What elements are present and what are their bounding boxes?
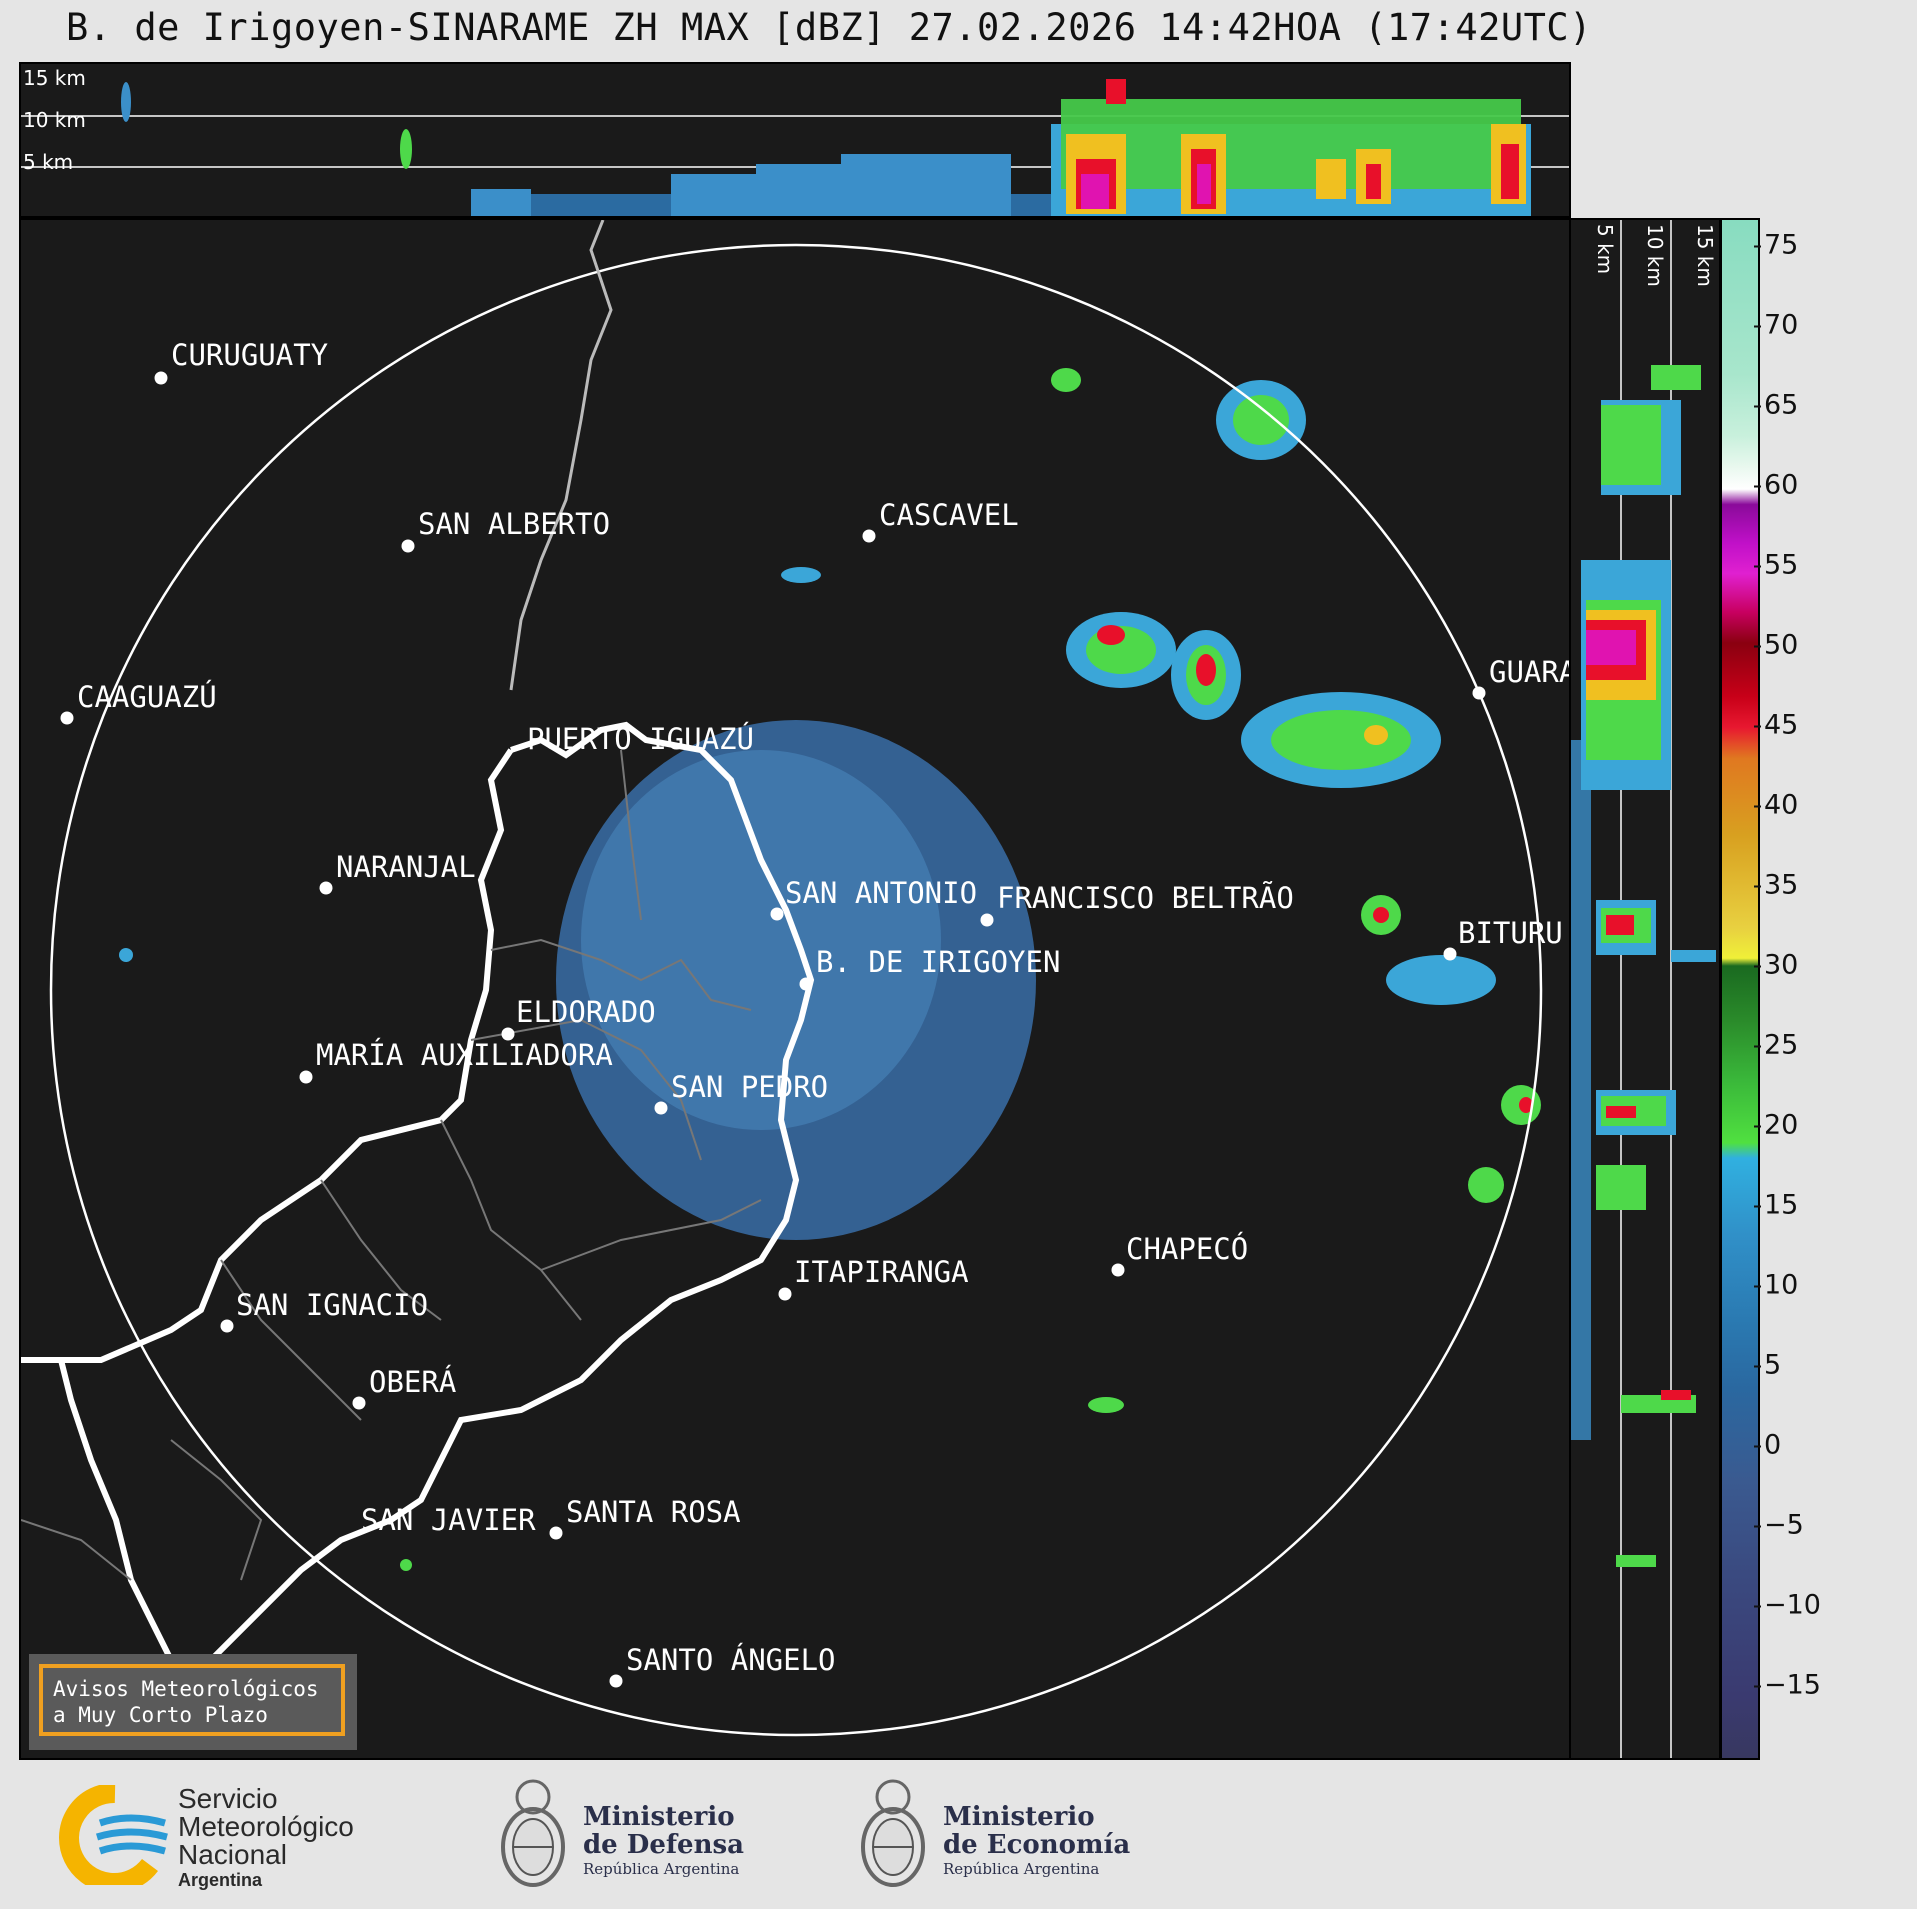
tick-minus15: −15: [1754, 1669, 1821, 1701]
city-label-naranjal: NARANJAL: [336, 850, 476, 884]
radar-title: B. de Irigoyen-SINARAME ZH MAX [dBZ] 27.…: [66, 6, 1592, 49]
tick-35: 35: [1753, 869, 1799, 901]
city-marker-santa-rosa[interactable]: [549, 1526, 563, 1540]
city-label-obera: OBERÁ: [369, 1365, 457, 1399]
city-label-maria-auxiliadora: MARÍA AUXILIADORA: [316, 1038, 613, 1072]
tick-0: 0: [1753, 1429, 1782, 1461]
city-marker-itapiranga[interactable]: [778, 1287, 792, 1301]
city-marker-chapeco[interactable]: [1111, 1263, 1125, 1277]
tick-40: 40: [1753, 789, 1799, 821]
city-marker-curuguaty[interactable]: [154, 371, 168, 385]
defensa-line1: Ministerio: [583, 1802, 735, 1832]
tick-30: 30: [1753, 949, 1799, 981]
city-marker-caaguazu[interactable]: [60, 711, 74, 725]
tick-60: 60: [1753, 469, 1799, 501]
defensa-logo: Ministerio de Defensa República Argentin…: [495, 1775, 755, 1900]
defensa-line2: de Defensa: [583, 1830, 744, 1860]
city-marker-francisco-beltrao[interactable]: [980, 913, 994, 927]
economia-line1: Ministerio: [943, 1802, 1095, 1832]
height-label-5km: 5 km: [23, 150, 74, 174]
city-marker-eldorado[interactable]: [501, 1027, 515, 1041]
range-ring: [49, 243, 1543, 1737]
city-label-san-javier: SAN JAVIER: [361, 1503, 536, 1537]
avisos-line2: a Muy Corto Plazo: [53, 1703, 268, 1727]
smn-logo: Servicio Meteorológico Nacional Argentin…: [55, 1785, 395, 1895]
side-label-10km: 10 km: [1643, 224, 1667, 287]
economia-logo: Ministerio de Economía República Argenti…: [855, 1775, 1135, 1900]
tick-minus10: −10: [1754, 1589, 1821, 1621]
city-label-chapeco: CHAPECÓ: [1126, 1232, 1249, 1266]
city-marker-san-alberto[interactable]: [401, 539, 415, 553]
avisos-box: Avisos Meteorológicos a Muy Corto Plazo: [39, 1664, 345, 1736]
defensa-line3: República Argentina: [583, 1860, 740, 1878]
tick-15: 15: [1753, 1189, 1799, 1221]
city-marker-naranjal[interactable]: [319, 881, 333, 895]
storm-cells-northeast: [119, 368, 1541, 1571]
coat-of-arms-icon: [501, 1779, 565, 1887]
side-height-panel: 5 km 10 km 15 km: [1569, 218, 1721, 1760]
economia-line2: de Economía: [943, 1830, 1131, 1860]
height-label-15km: 15 km: [23, 66, 86, 90]
radar-site-marker[interactable]: [799, 977, 813, 991]
city-label-san-alberto: SAN ALBERTO: [418, 507, 611, 541]
avisos-line1: Avisos Meteorológicos: [53, 1677, 319, 1701]
coat-of-arms-icon: [861, 1779, 925, 1887]
tick-5: 5: [1753, 1349, 1782, 1381]
smn-line3: Nacional: [178, 1839, 287, 1870]
city-label-caaguazu: CAAGUAZÚ: [77, 680, 217, 714]
tick-65: 65: [1753, 389, 1799, 421]
city-marker-santo-angelo[interactable]: [609, 1674, 623, 1688]
tick-50: 50: [1753, 629, 1799, 661]
dbz-colorbar: [1720, 218, 1760, 1760]
side-label-5km: 5 km: [1593, 224, 1617, 275]
city-label-santa-rosa: SANTA ROSA: [566, 1495, 741, 1529]
tick-55: 55: [1753, 549, 1799, 581]
tick-20: 20: [1753, 1109, 1799, 1141]
city-label-san-antonio: SAN ANTONIO: [785, 876, 978, 910]
top-height-panel: 15 km 10 km 5 km: [19, 62, 1571, 218]
tick-70: 70: [1753, 309, 1799, 341]
city-label-puerto-iguazu: PUERTO IGUAZÚ: [527, 722, 754, 756]
city-marker-bituru[interactable]: [1443, 947, 1457, 961]
city-marker-obera[interactable]: [352, 1396, 366, 1410]
height-label-10km: 10 km: [23, 108, 86, 132]
city-label-guara: GUARA: [1489, 655, 1571, 689]
tick-45: 45: [1753, 709, 1799, 741]
tick-10: 10: [1753, 1269, 1799, 1301]
city-marker-maria-auxiliadora[interactable]: [299, 1070, 313, 1084]
tick-minus5: −5: [1754, 1509, 1804, 1541]
city-label-san-pedro: SAN PEDRO: [671, 1070, 829, 1104]
city-label-curuguaty: CURUGUATY: [171, 338, 329, 372]
radar-map-panel[interactable]: CURUGUATY SAN ALBERTO CASCAVEL CAAGUAZÚ …: [19, 218, 1571, 1760]
smn-line2: Meteorológico: [178, 1811, 354, 1842]
city-marker-guara[interactable]: [1472, 686, 1486, 700]
city-marker-san-ignacio[interactable]: [220, 1319, 234, 1333]
city-marker-san-antonio[interactable]: [770, 907, 784, 921]
city-label-eldorado: ELDORADO: [516, 995, 656, 1029]
city-label-bituru: BITURU: [1458, 916, 1563, 950]
city-label-santo-angelo: SANTO ÁNGELO: [626, 1643, 836, 1677]
city-marker-cascavel[interactable]: [862, 529, 876, 543]
smn-line1: Servicio: [178, 1783, 278, 1814]
tick-25: 25: [1753, 1029, 1799, 1061]
city-marker-san-pedro[interactable]: [654, 1101, 668, 1115]
department-borders: [21, 749, 762, 1581]
smn-line4: Argentina: [178, 1870, 263, 1890]
city-label-itapiranga: ITAPIRANGA: [794, 1255, 969, 1289]
city-label-san-ignacio: SAN IGNACIO: [236, 1288, 429, 1322]
city-label-b-de-irigoyen: B. DE IRIGOYEN: [816, 945, 1061, 979]
avisos-badge[interactable]: Avisos Meteorológicos a Muy Corto Plazo: [29, 1654, 357, 1750]
city-label-francisco-beltrao: FRANCISCO BELTRÃO: [997, 881, 1294, 915]
city-label-cascavel: CASCAVEL: [879, 498, 1019, 532]
economia-line3: República Argentina: [943, 1860, 1100, 1878]
smn-logo-icon: [59, 1785, 168, 1885]
side-label-15km: 15 km: [1693, 224, 1717, 287]
tick-75: 75: [1753, 229, 1799, 261]
